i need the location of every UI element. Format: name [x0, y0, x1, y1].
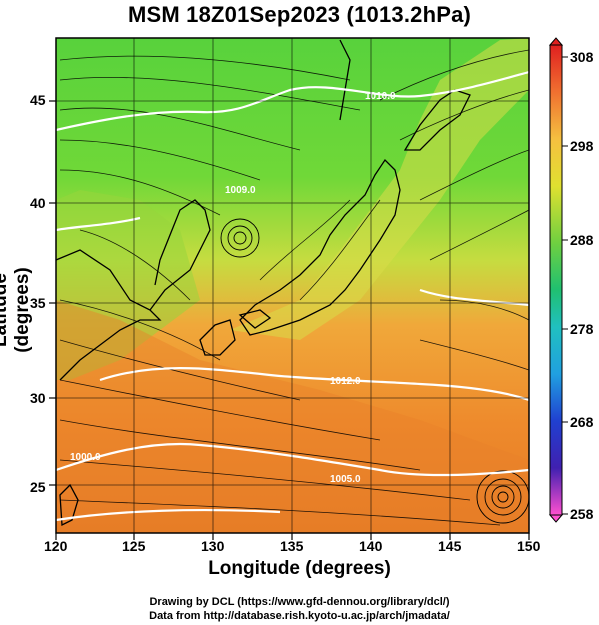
lat-tick-40: 40: [30, 195, 46, 211]
colorbar-label-278: 278: [570, 321, 594, 337]
lat-tick-45: 45: [30, 92, 46, 108]
colorbar-label-298: 298: [570, 138, 594, 154]
contour-label-1010: 1010.0: [365, 91, 396, 102]
colorbar-label-258: 258: [570, 506, 594, 522]
lat-tick-25: 25: [30, 479, 46, 495]
lon-tick-135: 135: [280, 538, 304, 554]
credit-drawing: Drawing by DCL (https://www.gfd-dennou.o…: [149, 596, 450, 608]
lon-tick-140: 140: [359, 538, 383, 554]
contour-label-1012: 1012.0: [330, 376, 361, 387]
lon-tick-145: 145: [438, 538, 462, 554]
lon-tick-120: 120: [44, 538, 68, 554]
x-axis-label: Longitude (degrees): [208, 558, 391, 579]
map-title: MSM 18Z01Sep2023 (1013.2hPa): [127, 2, 472, 27]
y-axis-label: Latitude (degrees): [0, 267, 33, 353]
map-frame: [49, 37, 530, 540]
temperature-field: 1010.0 1012.0 1009.0 1005.0 1000.0: [56, 38, 529, 533]
lat-tick-35: 35: [30, 295, 46, 311]
lat-tick-30: 30: [30, 390, 46, 406]
colorbar-label-288: 288: [570, 232, 594, 248]
colorbar-label-268: 268: [570, 414, 594, 430]
colorbar: [548, 37, 568, 523]
lon-tick-130: 130: [201, 538, 225, 554]
lon-tick-150: 150: [517, 538, 541, 554]
colorbar-label-308: 308: [570, 49, 594, 65]
contour-label-1005: 1005.0: [330, 474, 361, 485]
contour-label-1000: 1000.0: [70, 452, 101, 463]
contour-label-1009: 1009.0: [225, 185, 256, 196]
credit-data: Data from http://database.rish.kyoto-u.a…: [149, 610, 450, 622]
lon-tick-125: 125: [122, 538, 146, 554]
